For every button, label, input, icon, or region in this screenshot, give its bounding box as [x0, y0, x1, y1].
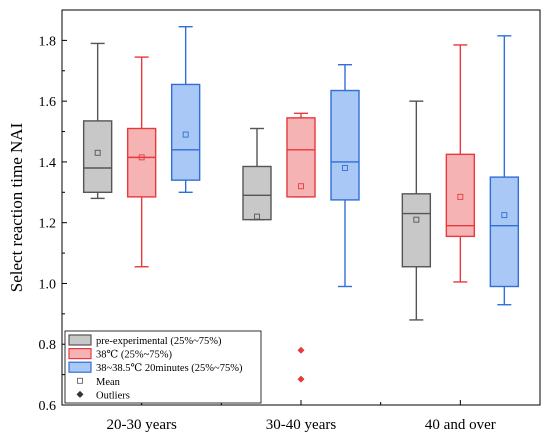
- box-1-0: [126, 56, 157, 268]
- iqr-box: [445, 153, 476, 238]
- outlier-marker-1: [297, 375, 305, 383]
- legend-swatch: [68, 334, 92, 346]
- legend-item-3: Mean: [77, 377, 121, 388]
- legend-swatch: [68, 348, 92, 360]
- iqr-box: [330, 89, 360, 201]
- legend-item-1: 38℃ (25%~75%): [68, 348, 173, 361]
- y-tick-label-4: 1.4: [39, 156, 57, 171]
- box-1-1: [286, 112, 316, 383]
- mean-marker: [342, 165, 348, 171]
- iqr-box: [126, 127, 157, 198]
- box-1-2: [445, 44, 476, 283]
- y-tick-label-2: 1.0: [39, 277, 57, 292]
- box-0-0: [82, 42, 113, 200]
- legend-swatch: [68, 361, 92, 373]
- mean-marker: [138, 154, 145, 161]
- x-category-label-2: 40 and over: [425, 417, 496, 433]
- x-category-label-1: 30-40 years: [266, 417, 337, 433]
- box-2-0: [170, 26, 201, 194]
- iqr-box: [286, 117, 316, 198]
- iqr-box: [489, 176, 520, 288]
- mean-marker: [413, 216, 420, 223]
- y-tick-label-5: 1.6: [39, 95, 57, 110]
- mean-marker: [501, 212, 508, 219]
- box-series-group: [82, 26, 520, 383]
- legend: pre-experimental (25%~75%) 38℃ (25%~75%) 3…: [64, 330, 262, 404]
- y-tick-label-0: 0.6: [39, 399, 57, 414]
- iqr-box: [401, 193, 432, 268]
- box-0-2: [401, 100, 432, 321]
- legend-label: 38℃ (25%~75%): [96, 350, 173, 361]
- mean-marker: [182, 131, 189, 138]
- mean-marker: [254, 213, 260, 220]
- y-tick-label-6: 1.8: [39, 34, 57, 49]
- iqr-box: [242, 165, 272, 221]
- box-0-1: [242, 127, 272, 383]
- legend-label: 38~38.5℃ 20minutes (25%~75%): [96, 363, 243, 374]
- outlier-marker-0: [297, 346, 305, 354]
- legend-label: Mean: [96, 377, 121, 388]
- mean-marker: [94, 149, 101, 156]
- y-tick-label-3: 1.2: [39, 217, 57, 232]
- y-axis-title: Select reaction time NAI: [7, 122, 26, 292]
- legend-outlier-marker: [76, 390, 84, 398]
- box-2-2: [489, 35, 520, 306]
- legend-label: pre-experimental (25%~75%): [96, 336, 222, 347]
- mean-marker: [298, 183, 304, 190]
- legend-item-4: Outliers: [76, 390, 130, 401]
- box-2-1: [330, 63, 360, 288]
- legend-label: Outliers: [96, 390, 130, 401]
- mean-marker: [457, 193, 464, 200]
- iqr-box: [82, 120, 113, 194]
- legend-mean-marker: [77, 377, 83, 384]
- legend-frame: [64, 330, 262, 404]
- axes: 0.6 0.8 1.0 1.2 1.4 1.6 1.8 20-30 years 30-40 ye…: [39, 9, 541, 433]
- legend-item-0: pre-experimental (25%~75%): [68, 334, 222, 347]
- legend-item-2: 38~38.5℃ 20minutes (25%~75%): [68, 361, 243, 374]
- y-tick-label-1: 0.8: [39, 338, 57, 353]
- x-category-label-0: 20-30 years: [106, 417, 177, 433]
